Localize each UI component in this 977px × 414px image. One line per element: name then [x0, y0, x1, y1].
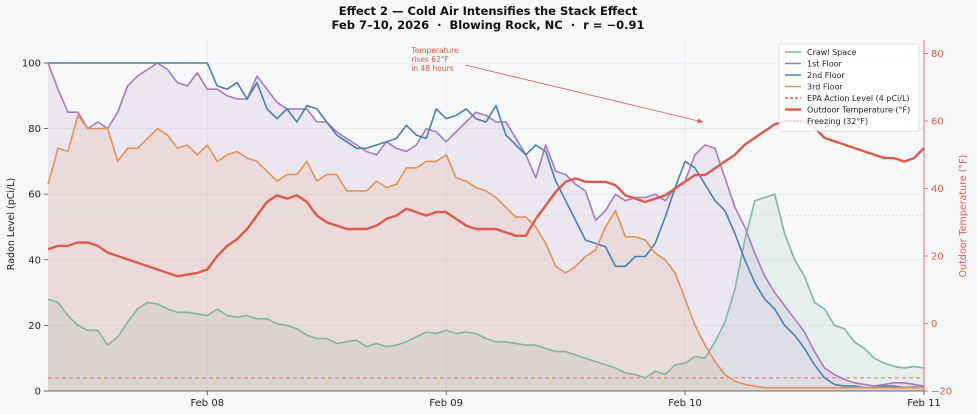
legend-label: Freezing (32°F) [807, 117, 868, 126]
y-axis-label: Radon Level (pCi/L) [6, 178, 17, 270]
chart-subtitle: Feb 7–10, 2026 · Blowing Rock, NC · r = … [332, 18, 645, 32]
legend-label: EPA Action Level (4 pCi/L) [807, 94, 910, 103]
x-tick-label: Feb 08 [190, 398, 224, 409]
annotation-text: in 48 hours [411, 64, 453, 73]
y-tick-label: 60 [28, 190, 41, 201]
series-line-4 [47, 119, 925, 278]
legend-label: 2nd Floor [807, 71, 845, 80]
x-tick-label: Feb 10 [668, 398, 702, 409]
chart-title: Effect 2 — Cold Air Intensifies the Stac… [339, 4, 638, 18]
y2-axis-label: Outdoor Temperature (°F) [958, 155, 969, 278]
x-tick-label: Feb 11 [907, 398, 941, 409]
series-line-3 [47, 114, 924, 389]
legend-label: Outdoor Temperature (°F) [807, 106, 910, 115]
series-line-2 [48, 62, 925, 389]
y-tick-label: 20 [28, 321, 41, 332]
y2-tick-label: 0 [931, 319, 937, 330]
series-fill-0 [48, 194, 924, 391]
series-line-0 [47, 193, 925, 379]
line-layer [47, 62, 925, 389]
legend: Crawl Space 1st Floor 2nd Floor 3rd Floor EP… [778, 43, 920, 132]
annotation-text: rises 62°F [411, 55, 449, 64]
x-tick-label: Feb 09 [429, 398, 463, 409]
legend-label: Crawl Space [807, 48, 857, 57]
annotation-arrow [465, 64, 704, 123]
y-tick-label: 40 [28, 255, 41, 266]
series-fill-3 [48, 115, 924, 392]
series-line-1 [47, 62, 925, 387]
legend-box [778, 43, 920, 132]
y2-tick-label: −20 [931, 387, 952, 398]
legend-label: 1st Floor [807, 60, 843, 69]
y2-tick-label: 80 [931, 49, 944, 60]
legend-label: 3rd Floor [807, 83, 843, 92]
y2-tick-label: 60 [931, 117, 944, 128]
y2-tick-label: 20 [931, 252, 944, 263]
y-tick-label: 100 [22, 58, 41, 69]
plot-area [48, 40, 924, 391]
y2-tick-label: 40 [931, 184, 944, 195]
annotation-arrowhead [697, 118, 703, 123]
y-tick-label: 0 [35, 387, 41, 398]
axis-layer: 0 20 40 60 80 100 −20 0 20 40 60 80 Feb 08 Feb 09 Feb … [22, 40, 952, 409]
annotation-text: Temperature [410, 46, 459, 55]
y-tick-label: 80 [28, 124, 41, 135]
